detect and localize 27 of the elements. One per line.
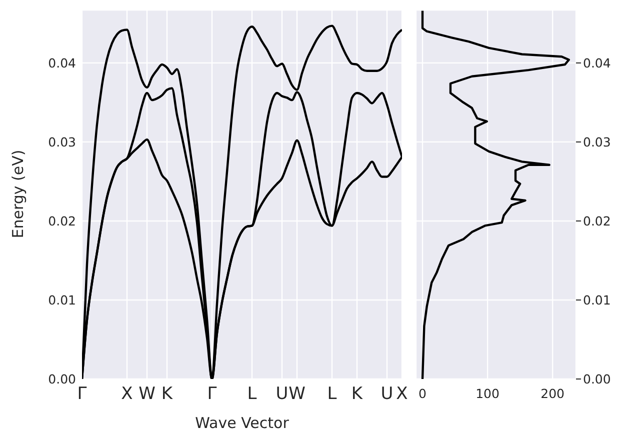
x-tick-label: W bbox=[288, 384, 306, 404]
x-tick-label: 0 bbox=[418, 386, 427, 401]
y-tick-label: 0.00 bbox=[583, 371, 611, 386]
x-tick-label: U bbox=[276, 384, 288, 404]
x-tick-label: K bbox=[351, 384, 364, 404]
x-axis-title: Wave Vector bbox=[194, 414, 290, 432]
x-tick-label: 200 bbox=[540, 386, 565, 401]
y-tick-label: 0.01 bbox=[48, 292, 76, 308]
y-tick-label: 0.03 bbox=[48, 134, 76, 150]
x-tick-label: U bbox=[380, 384, 394, 404]
y-axis-title: Energy (eV) bbox=[8, 148, 28, 240]
x-tick-label: L bbox=[327, 384, 338, 404]
x-tick-label: W bbox=[138, 384, 156, 404]
y-tick-label: 0.04 bbox=[48, 55, 76, 70]
y-tick-label: 0.04 bbox=[583, 55, 611, 70]
y-tick-label: 0.02 bbox=[48, 213, 76, 228]
x-tick-label: Γ bbox=[207, 384, 218, 404]
x-tick-label: K bbox=[161, 384, 174, 404]
x-tick-label: L bbox=[247, 384, 258, 404]
y-tick-label: 0.01 bbox=[583, 292, 611, 308]
x-tick-label: Γ bbox=[77, 384, 88, 404]
y-tick-label: 0.03 bbox=[583, 134, 611, 150]
y-tick-label: 0.00 bbox=[48, 371, 76, 386]
x-tick-label: X bbox=[121, 384, 134, 404]
y-tick-label: 0.02 bbox=[583, 213, 611, 228]
x-tick-label: 100 bbox=[476, 386, 500, 401]
x-tick-label: X bbox=[396, 384, 408, 404]
